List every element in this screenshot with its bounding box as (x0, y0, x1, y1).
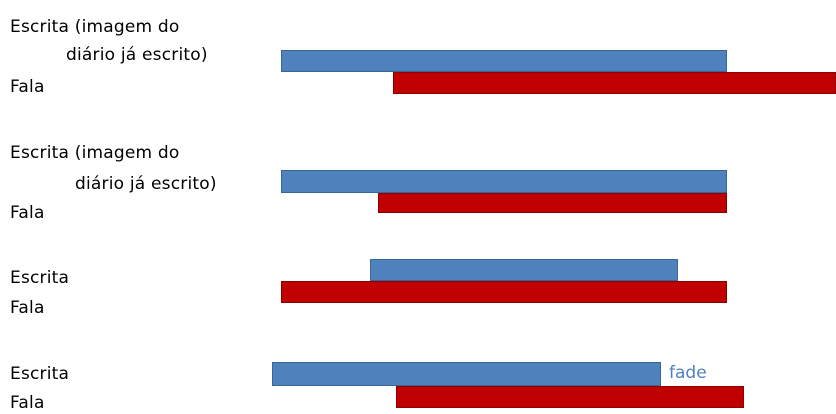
escrita-label-line1: Escrita (imagem do (10, 17, 180, 37)
escrita-label-line1: Escrita (imagem do (10, 143, 180, 163)
fala-bar (378, 193, 727, 213)
escrita-label-line2: diário já escrito) (66, 45, 208, 65)
fala-label: Fala (10, 298, 45, 318)
escrita-bar (370, 259, 678, 281)
fala-label: Fala (10, 203, 45, 223)
fala-bar (396, 386, 744, 408)
fade-annotation: fade (669, 363, 707, 383)
escrita-label: Escrita (10, 364, 70, 384)
escrita-bar (281, 170, 727, 193)
escrita-label: Escrita (10, 268, 70, 288)
fala-label: Fala (10, 393, 45, 413)
escrita-label-line2: diário já escrito) (75, 174, 217, 194)
escrita-bar (272, 362, 661, 386)
fala-bar (281, 281, 727, 303)
fala-bar (393, 72, 836, 94)
escrita-bar (281, 50, 727, 72)
fala-label: Fala (10, 77, 45, 97)
